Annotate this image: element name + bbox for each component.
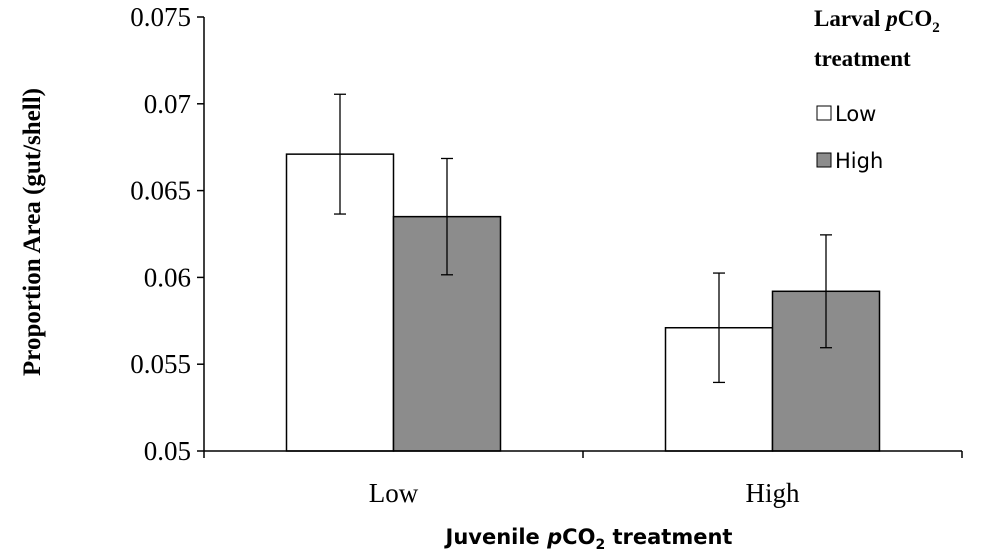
legend-title-prefix: Larval: [814, 6, 886, 31]
legend-label-low: Low: [835, 102, 876, 126]
y-axis-ticks: 0.05 0.055 0.06 0.065 0.07 0.075: [130, 2, 204, 466]
y-tick-label: 0.05: [144, 436, 191, 466]
legend-title-main: CO: [898, 6, 933, 31]
x-axis-title-sub: 2: [595, 537, 605, 553]
legend-title-sub: 2: [932, 20, 940, 36]
x-axis-title-main: CO: [562, 525, 595, 549]
x-axis-title: Juvenile pCO2 treatment: [444, 525, 733, 553]
legend-swatch-low: [816, 105, 832, 121]
error-bar: [713, 272, 725, 384]
error-bar: [820, 234, 832, 349]
error-bar: [441, 157, 453, 276]
error-bar: [334, 93, 346, 215]
y-tick-label: 0.065: [130, 176, 191, 206]
x-axis-ticks: [203, 451, 963, 458]
legend-label-high: High: [835, 149, 883, 173]
y-tick-label: 0.07: [144, 89, 191, 119]
x-category-label: High: [746, 478, 801, 508]
legend-swatch-high: [816, 152, 832, 168]
legend-title-line2: treatment: [814, 46, 911, 71]
bars-group: [285, 153, 881, 452]
legend-title-italic: p: [884, 6, 898, 31]
error-bars-group: [334, 93, 832, 384]
y-axis-title: Proportion Area (gut/shell): [19, 88, 46, 376]
y-tick-label: 0.055: [130, 349, 191, 379]
y-tick-label: 0.075: [130, 2, 191, 32]
category-labels: Low High: [369, 478, 800, 508]
x-axis-title-suffix: treatment: [605, 525, 732, 549]
legend-title-line1: Larval pCO2: [814, 6, 940, 36]
legend: Larval pCO2 treatment Low High: [814, 6, 940, 173]
x-category-label: Low: [369, 478, 419, 508]
y-tick-label: 0.06: [144, 262, 191, 292]
x-axis-title-prefix: Juvenile: [444, 525, 548, 549]
x-axis-title-italic: p: [546, 525, 562, 549]
